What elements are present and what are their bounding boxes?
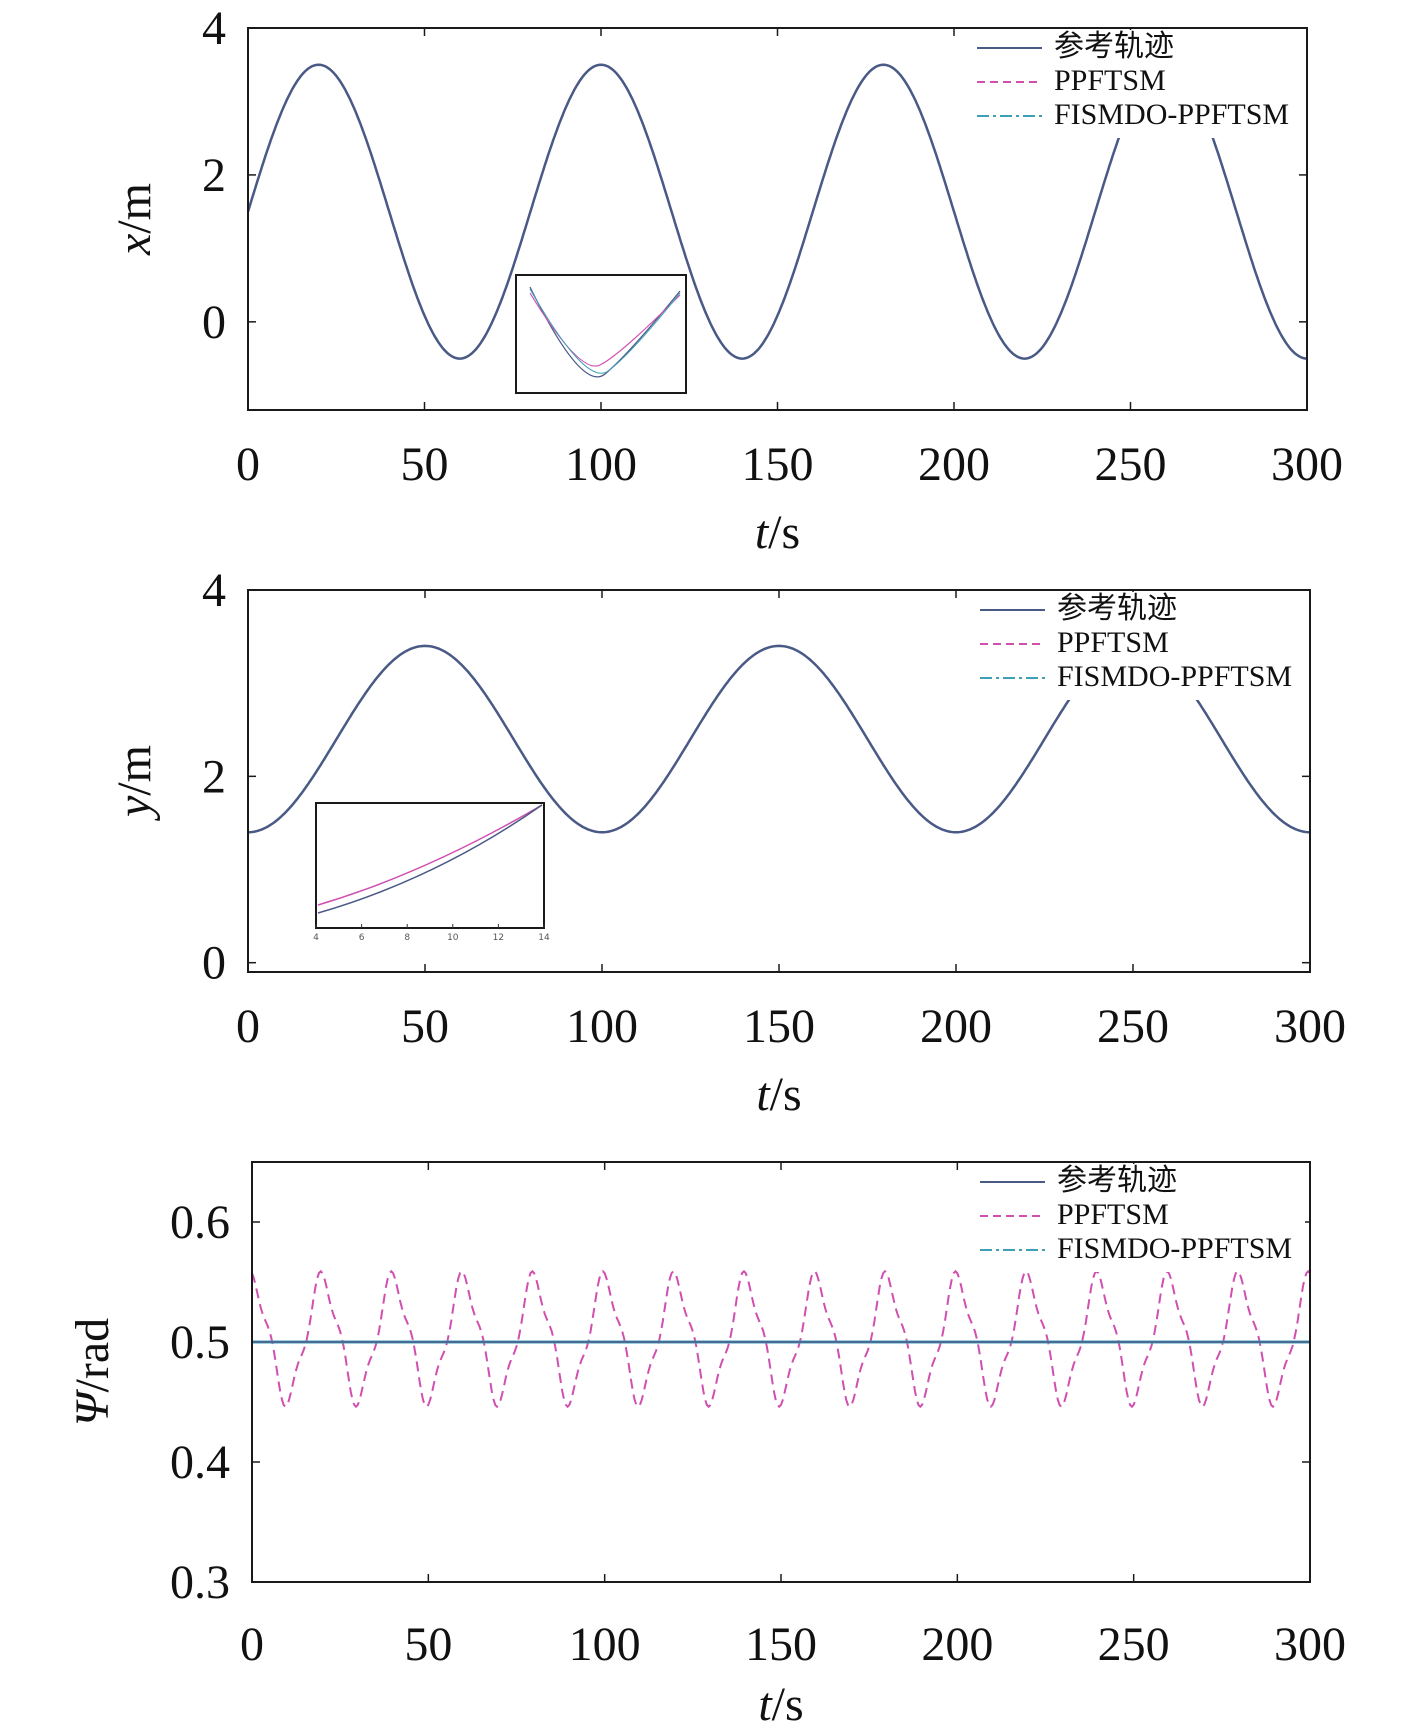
inset-x-tick-label: 6	[359, 933, 365, 943]
legend-label-2: FISMDO-PPFTSM	[1057, 1232, 1292, 1265]
x-tick-label: 200	[918, 438, 990, 491]
y-tick-label: 4	[202, 564, 226, 617]
x-tick-label: 300	[1274, 1618, 1346, 1671]
inset-line-ppftsm	[317, 804, 543, 906]
x-tick-label: 200	[921, 1618, 993, 1671]
series-group	[253, 1269, 1309, 1409]
x-axis-label-var: t	[755, 506, 770, 559]
x-tick-label: 150	[743, 1000, 815, 1053]
legend-label-1: PPFTSM	[1054, 64, 1166, 97]
x-axis-label-unit: /s	[770, 1068, 802, 1121]
inset-zoom	[515, 274, 687, 394]
y-axis-label: Ψ/rad	[66, 1318, 119, 1426]
x-tick-label: 200	[920, 1000, 992, 1053]
y-axis-label: x/m	[108, 183, 161, 256]
x-axis-label: t/s	[756, 1068, 801, 1121]
x-tick-label: 50	[401, 438, 449, 491]
y-axis-label: y/m	[108, 745, 161, 822]
inset-x-tick-label: 14	[538, 933, 550, 943]
x-tick-label: 250	[1097, 1000, 1169, 1053]
legend-label-0: 参考轨迹	[1057, 592, 1177, 625]
x-tick-label: 250	[1095, 438, 1167, 491]
x-tick-label: 100	[569, 1618, 641, 1671]
x-tick-label: 100	[565, 438, 637, 491]
inset-zoom: 4 6 8 10 12 14	[313, 802, 550, 943]
inset-x-tick-label: 8	[404, 933, 410, 943]
legend-label-0: 参考轨迹	[1054, 30, 1174, 63]
y-tick-label: 0.6	[170, 1196, 230, 1249]
inset-line-fismdo-ppftsm	[529, 288, 681, 374]
y-tick-label: 0	[202, 937, 226, 990]
legend-label-1: PPFTSM	[1057, 626, 1169, 659]
y-tick-label: 0.3	[170, 1556, 230, 1609]
y-axis-label-var: x	[108, 234, 161, 256]
x-tick-label: 300	[1274, 1000, 1346, 1053]
legend-label-0: 参考轨迹	[1057, 1164, 1177, 1197]
x-tick-label: 300	[1271, 438, 1343, 491]
x-axis-label-unit: /s	[768, 506, 800, 559]
y-tick-label: 0.5	[170, 1316, 230, 1369]
x-axis-label: t/s	[755, 506, 800, 559]
y-tick-label: 4	[202, 2, 226, 55]
x-tick-label: 150	[742, 438, 814, 491]
chart-panel-3: 0 50 100 150 200 250 300 0.3 0.4 0.5 0.6 t/s Ψ/rad 参考…	[66, 1161, 1346, 1731]
inset-line-reference	[529, 286, 681, 378]
y-tick-label: 0.4	[170, 1436, 230, 1489]
y-axis-label-var: y	[108, 795, 161, 822]
inset-x-tick-label: 4	[313, 933, 319, 943]
inset-x-tick-label: 12	[493, 933, 504, 943]
inset-x-tick-label: 10	[447, 933, 459, 943]
y-axis-label-unit: /m	[108, 183, 161, 234]
x-tick-label: 0	[240, 1618, 264, 1671]
legend-label-1: PPFTSM	[1057, 1198, 1169, 1231]
inset-frame	[515, 274, 687, 394]
x-tick-label: 0	[236, 438, 260, 491]
x-tick-label: 250	[1098, 1618, 1170, 1671]
y-tick-label: 2	[202, 750, 226, 803]
legend-label-2: FISMDO-PPFTSM	[1057, 660, 1292, 693]
chart-panel-1: 0 50 100 150 200 250 300 0 2 4 t/s x/m 参考轨迹PPFTSMFIS…	[108, 2, 1343, 559]
x-axis-label-var: t	[756, 1068, 771, 1121]
series-line-ppftsm	[253, 1269, 1309, 1409]
chart-panel-2: 0 50 100 150 200 250 300 0 2 4 t/s y/m 参考轨迹PPFTSMFIS…	[108, 564, 1346, 1121]
x-tick-label: 150	[745, 1618, 817, 1671]
x-tick-label: 0	[236, 1000, 260, 1053]
y-tick-label: 2	[202, 149, 226, 202]
legend-label-2: FISMDO-PPFTSM	[1054, 98, 1289, 131]
y-axis-label-unit: /rad	[66, 1318, 119, 1393]
y-axis-label-unit: /m	[108, 745, 161, 796]
x-axis-label: t/s	[758, 1678, 803, 1731]
y-axis-label-var: Ψ	[66, 1388, 119, 1426]
x-tick-label: 50	[404, 1618, 452, 1671]
x-axis-label-unit: /s	[772, 1678, 804, 1731]
y-tick-label: 0	[202, 296, 226, 349]
x-tick-label: 50	[401, 1000, 449, 1053]
x-axis-label-var: t	[758, 1678, 773, 1731]
inset-line-reference	[317, 804, 543, 914]
x-tick-label: 100	[566, 1000, 638, 1053]
inset-frame	[315, 802, 545, 929]
